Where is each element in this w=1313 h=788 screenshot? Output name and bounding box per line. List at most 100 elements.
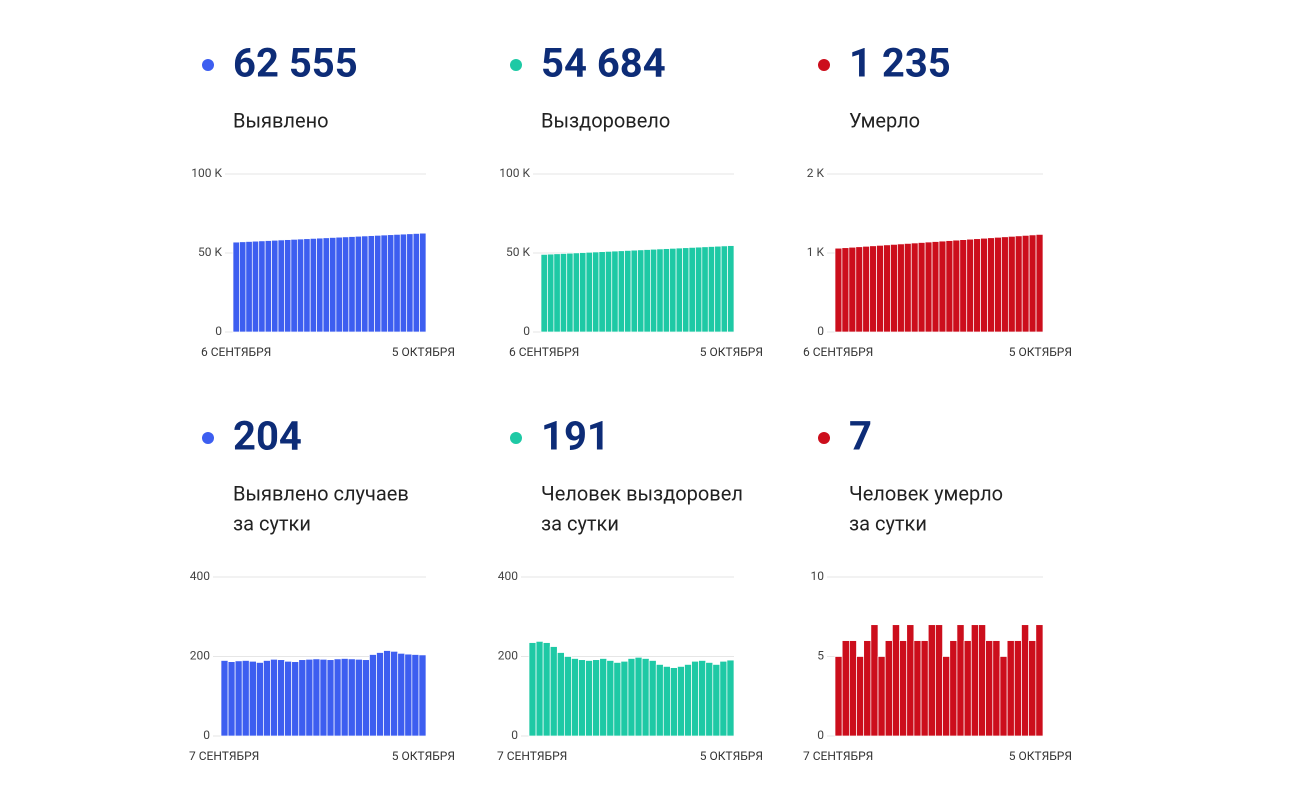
- x-tick-label: 5 ОКТЯБРЯ: [700, 749, 763, 763]
- metric-label: за сутки: [541, 511, 619, 535]
- bar: [540, 254, 548, 333]
- bar: [834, 247, 843, 333]
- bar: [691, 660, 700, 737]
- legend-dot: [510, 432, 522, 444]
- bar: [841, 247, 850, 333]
- bar: [862, 245, 871, 333]
- x-tick-label: 6 СЕНТЯБРЯ: [803, 345, 873, 359]
- bar: [258, 240, 266, 333]
- bar: [411, 654, 420, 737]
- bar: [319, 658, 328, 737]
- bar: [397, 652, 406, 737]
- bar: [305, 658, 314, 737]
- x-tick-label: 6 СЕНТЯБРЯ: [201, 345, 271, 359]
- bar: [883, 244, 891, 333]
- y-tick-label: 0: [817, 324, 824, 338]
- bar: [670, 667, 678, 737]
- metric-label: Выявлено: [233, 108, 329, 132]
- bar: [393, 234, 401, 333]
- bar: [1021, 624, 1030, 737]
- bar: [367, 235, 375, 333]
- metric-label: Выявлено случаев: [233, 481, 409, 505]
- bar: [655, 664, 664, 737]
- bar: [970, 624, 979, 737]
- legend-dot: [818, 432, 830, 444]
- bar: [834, 656, 843, 737]
- bar: [897, 243, 905, 333]
- metric-label: Выздоровело: [541, 108, 670, 132]
- headline-value: 191: [541, 413, 610, 460]
- headline-value: 1 235: [849, 40, 951, 87]
- x-tick-label: 5 ОКТЯБРЯ: [1009, 345, 1072, 359]
- bar: [920, 640, 929, 737]
- bar: [973, 238, 981, 333]
- bar: [641, 658, 650, 737]
- bar: [985, 640, 994, 737]
- bar: [255, 662, 264, 737]
- bar: [910, 242, 919, 333]
- y-tick-label: 0: [215, 324, 222, 338]
- bar: [695, 246, 703, 333]
- bar: [298, 659, 307, 737]
- bar: [688, 247, 696, 333]
- bar: [863, 640, 872, 737]
- bar: [232, 241, 240, 333]
- bar: [404, 653, 413, 737]
- x-tick-label: 7 СЕНТЯБРЯ: [803, 749, 873, 763]
- bar: [942, 656, 951, 737]
- bar: [383, 650, 392, 737]
- bar: [227, 661, 236, 737]
- bar: [720, 245, 728, 333]
- bar: [572, 252, 580, 333]
- bar: [270, 658, 278, 737]
- y-tick-label: 10: [811, 569, 825, 583]
- bar: [380, 234, 388, 333]
- bar: [935, 624, 943, 737]
- metric-label: Умерло: [849, 108, 920, 132]
- bar: [335, 236, 343, 333]
- x-tick-label: 5 ОКТЯБРЯ: [392, 345, 455, 359]
- bar: [938, 240, 947, 333]
- bar: [245, 241, 253, 333]
- bar: [617, 250, 625, 333]
- bar: [677, 666, 685, 737]
- bar: [1007, 235, 1016, 333]
- bar: [354, 235, 363, 333]
- bar: [277, 659, 285, 737]
- bar: [662, 666, 671, 737]
- bar: [248, 660, 257, 737]
- bar: [348, 236, 356, 333]
- bar: [241, 660, 250, 737]
- bar: [606, 660, 615, 737]
- bar: [903, 243, 912, 333]
- bar: [966, 238, 975, 333]
- bar: [650, 248, 658, 333]
- bar: [701, 246, 709, 333]
- y-tick-label: 100 K: [499, 166, 530, 180]
- bar: [1028, 640, 1037, 737]
- bar: [992, 640, 1001, 737]
- bar: [848, 246, 857, 333]
- bar: [980, 237, 988, 333]
- headline-value: 62 555: [233, 40, 358, 87]
- bar: [643, 249, 651, 333]
- bar: [620, 660, 629, 737]
- y-tick-label: 1 K: [807, 245, 825, 259]
- bar: [931, 241, 940, 333]
- bar: [963, 640, 972, 737]
- bar: [712, 664, 721, 737]
- bar: [675, 247, 683, 333]
- bar: [1028, 234, 1037, 333]
- bar: [987, 237, 995, 333]
- bar: [559, 253, 568, 333]
- x-tick-label: 6 СЕНТЯБРЯ: [509, 345, 579, 359]
- bar: [714, 245, 722, 333]
- bar: [220, 660, 229, 737]
- metric-label: за сутки: [849, 511, 927, 535]
- bar: [876, 244, 884, 333]
- bar: [387, 234, 395, 333]
- bar: [999, 656, 1008, 737]
- bar: [347, 658, 356, 737]
- y-tick-label: 50 K: [198, 245, 222, 259]
- bar: [682, 247, 690, 333]
